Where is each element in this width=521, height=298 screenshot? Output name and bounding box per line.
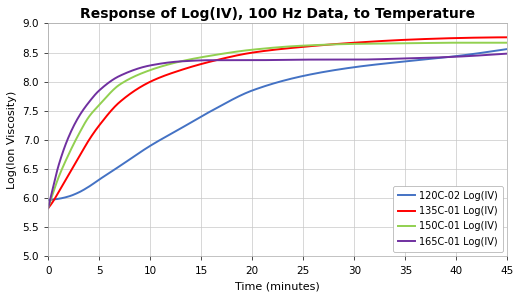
165C-01 Log(IV) [316,58,322,61]
135C-01 Log(IV) [253,50,259,54]
165C-01 Log(IV) [352,58,358,61]
135C-01 Log(IV) [504,35,511,39]
165C-01 Log(IV) [253,58,259,62]
135C-01 Log(IV) [316,44,322,47]
150C-01 Log(IV) [45,206,51,210]
150C-01 Log(IV) [352,42,358,46]
150C-01 Log(IV) [504,41,511,44]
Line: 150C-01 Log(IV): 150C-01 Log(IV) [48,43,507,208]
150C-01 Log(IV) [454,41,460,44]
120C-02 Log(IV) [45,198,51,202]
120C-02 Log(IV) [391,61,397,64]
X-axis label: Time (minutes): Time (minutes) [235,281,320,291]
120C-02 Log(IV) [504,47,511,51]
120C-02 Log(IV) [316,71,322,74]
165C-01 Log(IV) [45,206,51,210]
150C-01 Log(IV) [316,43,322,47]
135C-01 Log(IV) [352,41,358,44]
135C-01 Log(IV) [126,93,132,96]
Line: 135C-01 Log(IV): 135C-01 Log(IV) [48,37,507,208]
120C-02 Log(IV) [253,87,259,91]
120C-02 Log(IV) [126,158,132,161]
Line: 165C-01 Log(IV): 165C-01 Log(IV) [48,54,507,208]
150C-01 Log(IV) [126,77,132,81]
135C-01 Log(IV) [45,206,51,210]
Y-axis label: Log(Ion Viscosity): Log(Ion Viscosity) [7,91,17,189]
120C-02 Log(IV) [352,65,358,69]
165C-01 Log(IV) [391,57,397,60]
165C-01 Log(IV) [504,52,511,55]
150C-01 Log(IV) [253,48,259,51]
135C-01 Log(IV) [391,38,397,42]
165C-01 Log(IV) [126,70,132,73]
120C-02 Log(IV) [163,135,169,138]
150C-01 Log(IV) [391,42,397,45]
Line: 120C-02 Log(IV): 120C-02 Log(IV) [48,49,507,200]
165C-01 Log(IV) [163,61,169,65]
Legend: 120C-02 Log(IV), 135C-01 Log(IV), 150C-01 Log(IV), 165C-01 Log(IV): 120C-02 Log(IV), 135C-01 Log(IV), 150C-0… [393,186,503,252]
150C-01 Log(IV) [163,63,169,67]
Title: Response of Log(IV), 100 Hz Data, to Temperature: Response of Log(IV), 100 Hz Data, to Tem… [80,7,475,21]
135C-01 Log(IV) [163,73,169,77]
